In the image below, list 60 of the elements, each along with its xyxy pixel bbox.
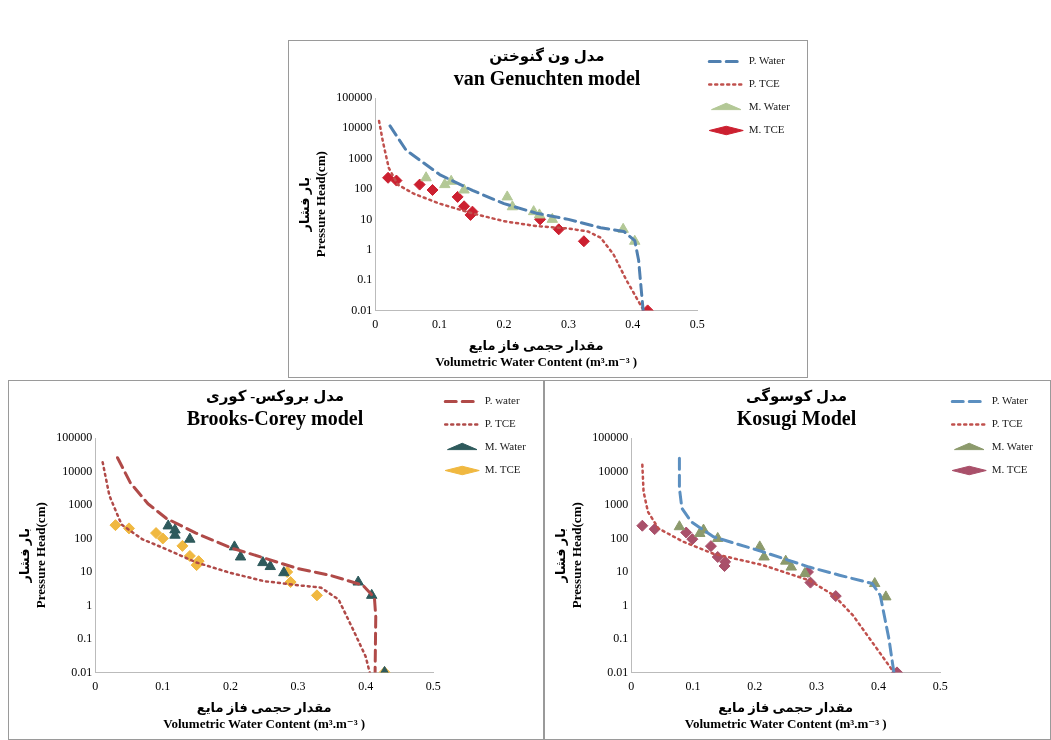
y-tick-label: 0.1: [613, 631, 629, 646]
y-tick-label: 100: [610, 530, 629, 545]
x-tick-label: 0.2: [747, 678, 763, 693]
y-tick-label: 10000: [62, 463, 93, 478]
y-tick-label: 1: [622, 597, 629, 612]
x-tick-label: 0.1: [685, 678, 701, 693]
y-tick-label: 1: [366, 241, 373, 256]
legend-label: P. water: [484, 394, 520, 407]
chart-title: مدل کوسوگی: [746, 386, 847, 405]
x-tick-label: 0.4: [358, 678, 374, 693]
y-tick-label: 100000: [336, 90, 373, 105]
chart-title: مدل بروکس- کوری: [205, 387, 345, 405]
y-tick-label: 1000: [604, 497, 629, 512]
y-tick-label: 1000: [68, 497, 93, 512]
y-tick-label: 1: [86, 597, 93, 612]
y-tick-label: 10000: [598, 463, 629, 478]
chart-subtitle: Brooks-Corey model: [186, 407, 364, 431]
legend-label: P. Water: [991, 394, 1029, 407]
x-tick-label: 0.3: [809, 678, 825, 693]
chart-title: مدل ون گنوختن: [489, 46, 605, 65]
y-tick-label: 10: [360, 211, 373, 226]
legend-label: P. TCE: [748, 77, 780, 90]
legend-label: M. Water: [991, 440, 1034, 453]
y-tick-label: 10000: [342, 120, 373, 135]
legend-label: M. TCE: [748, 123, 785, 136]
y-tick-label: 10: [80, 564, 93, 579]
x-tick-label: 0.2: [496, 316, 512, 331]
x-tick-label: 0.1: [432, 316, 448, 331]
y-tick-label: 100000: [56, 430, 93, 445]
x-tick-label: 0.3: [560, 316, 576, 331]
x-tick-label: 0: [372, 316, 379, 331]
y-tick-label: 0.1: [77, 631, 93, 646]
y-tick-label: 1000: [348, 150, 373, 165]
y-tick-label: 100: [74, 530, 93, 545]
y-tick-label: 0.01: [351, 302, 373, 317]
x-tick-label: 0: [92, 678, 99, 693]
x-tick-label: 0.5: [425, 678, 441, 693]
x-tick-label: 0.5: [689, 316, 705, 331]
y-tick-label: 0.01: [607, 664, 629, 679]
x-tick-label: 0.1: [155, 678, 171, 693]
legend-label: M. TCE: [484, 463, 521, 476]
legend-label: P. TCE: [991, 417, 1023, 430]
legend-label: M. Water: [484, 440, 527, 453]
x-tick-label: 0.4: [625, 316, 641, 331]
y-tick-label: 100: [354, 181, 373, 196]
y-tick-label: 10: [616, 564, 629, 579]
x-tick-label: 0.4: [870, 678, 886, 693]
x-tick-label: 0: [628, 678, 635, 693]
legend-label: M. Water: [748, 100, 791, 113]
y-tick-label: 0.01: [71, 664, 93, 679]
legend-label: P. TCE: [484, 417, 516, 430]
x-tick-label: 0.3: [290, 678, 306, 693]
y-tick-label: 0.1: [357, 272, 373, 287]
chart-subtitle: Kosugi Model: [736, 407, 857, 431]
chart-subtitle: van Genuchten model: [453, 67, 641, 90]
x-tick-label: 0.5: [932, 678, 948, 693]
legend-label: M. TCE: [991, 463, 1028, 476]
x-tick-label: 0.2: [222, 678, 238, 693]
legend-label: P. Water: [748, 54, 786, 67]
y-tick-label: 100000: [592, 430, 629, 445]
